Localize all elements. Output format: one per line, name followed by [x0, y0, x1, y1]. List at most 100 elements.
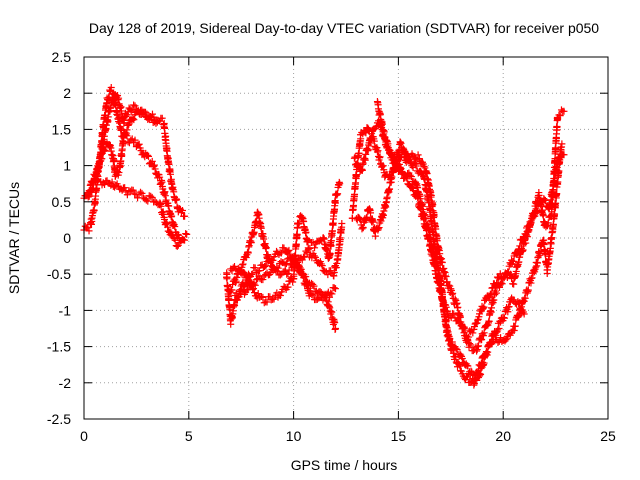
data-point [441, 311, 449, 319]
y-tick-label: -1 [59, 302, 72, 318]
data-point [257, 293, 265, 301]
data-point [466, 378, 474, 386]
data-point [130, 101, 138, 109]
data-point [407, 173, 415, 181]
x-tick-label: 0 [80, 428, 88, 444]
data-point [495, 324, 503, 332]
y-tick-labels: -2.5 -2 -1.5 -1 -0.5 0 0.5 1 1.5 2 2.5 [47, 49, 71, 427]
series-track-k [352, 106, 568, 355]
data-point [244, 286, 252, 294]
x-tick-label: 20 [495, 428, 511, 444]
data-point [125, 120, 133, 128]
data-point [414, 151, 422, 159]
data-point [153, 118, 161, 126]
data-point [157, 202, 165, 210]
data-point [251, 281, 259, 289]
data-point [448, 290, 456, 298]
data-point [392, 156, 400, 164]
data-point [162, 219, 170, 227]
data-point [168, 212, 176, 220]
data-point [420, 162, 428, 170]
data-point [152, 119, 160, 127]
data-point [173, 242, 181, 250]
data-point [120, 119, 128, 127]
data-point [181, 212, 189, 220]
data-point [284, 283, 292, 291]
data-point [327, 289, 335, 297]
data-point [444, 331, 452, 339]
data-points [80, 83, 568, 389]
data-point [552, 199, 560, 207]
data-point [467, 367, 475, 375]
data-point [478, 336, 486, 344]
data-point [135, 140, 143, 148]
data-point [158, 114, 166, 122]
data-point [295, 219, 303, 227]
x-tick-label: 5 [185, 428, 193, 444]
data-point [504, 308, 512, 316]
data-point [173, 196, 181, 204]
data-point [375, 224, 383, 232]
data-point [238, 261, 246, 269]
data-point [351, 153, 359, 161]
data-point [485, 317, 493, 325]
data-point [131, 102, 139, 110]
data-point [232, 277, 240, 285]
data-point [119, 138, 127, 146]
chart-title: Day 128 of 2019, Sidereal Day-to-day VTE… [89, 20, 599, 36]
data-point [361, 128, 369, 136]
data-point [442, 322, 450, 330]
data-point [179, 207, 187, 215]
data-point [123, 126, 131, 134]
data-point [391, 153, 399, 161]
data-point [150, 161, 158, 169]
data-point [129, 115, 137, 123]
data-point [371, 232, 379, 240]
data-point [376, 153, 384, 161]
data-point [359, 224, 367, 232]
data-point [396, 163, 404, 171]
data-point [142, 196, 150, 204]
data-point [430, 244, 438, 252]
data-point [282, 260, 290, 268]
data-point [171, 236, 179, 244]
data-point [511, 322, 519, 330]
data-point [544, 219, 552, 227]
data-point [560, 151, 568, 159]
data-point [429, 201, 437, 209]
data-point [302, 228, 310, 236]
data-point [467, 341, 475, 349]
data-point [490, 329, 498, 337]
series-track-f [225, 208, 346, 296]
data-point [318, 262, 326, 270]
y-tick-label: 2 [63, 85, 71, 101]
data-point [362, 129, 370, 137]
data-point [541, 251, 549, 259]
data-point [249, 270, 257, 278]
data-point [494, 339, 502, 347]
data-point [332, 325, 340, 332]
series-track-l [373, 98, 568, 384]
data-point [238, 287, 246, 295]
data-point [494, 326, 502, 334]
data-point [469, 329, 477, 337]
data-point [299, 253, 307, 261]
series-track-c [80, 83, 161, 235]
data-point [452, 344, 460, 352]
data-point [372, 122, 380, 130]
y-tick-label: -2.5 [47, 411, 71, 427]
data-point [438, 258, 446, 266]
data-point [259, 293, 267, 301]
data-point [405, 156, 413, 164]
data-point [453, 346, 461, 354]
data-point [357, 135, 365, 143]
data-point [263, 298, 271, 306]
data-point [115, 168, 123, 176]
data-point [285, 246, 293, 254]
data-point [338, 220, 346, 228]
data-point [480, 359, 488, 367]
data-point [105, 93, 113, 101]
data-point [555, 111, 563, 119]
data-point [505, 271, 513, 279]
data-point [127, 107, 135, 115]
